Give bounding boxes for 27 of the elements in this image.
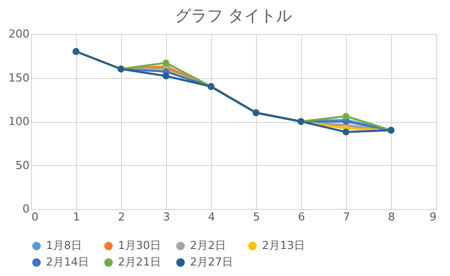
legend-label: 1月30日 — [118, 238, 161, 252]
x-tick-label: 9 — [430, 210, 436, 224]
point — [162, 72, 170, 80]
x-tick-label: 1 — [73, 210, 80, 224]
x-tick-label: 6 — [298, 210, 305, 224]
y-tick-label: 0 — [22, 202, 30, 216]
point — [342, 112, 350, 120]
legend-label: 2月14日 — [46, 256, 89, 268]
x-tick-label: 0 — [32, 210, 38, 224]
x-tick-label: 8 — [388, 210, 395, 224]
legend-label: 2月2日 — [190, 238, 226, 252]
x-tick-label: 3 — [163, 210, 170, 224]
x-tick-label: 4 — [208, 210, 215, 224]
legend-label: 2月21日 — [118, 256, 161, 268]
legend-label: 2月27日 — [190, 256, 233, 268]
x-tick-label: 7 — [343, 210, 350, 224]
point — [162, 60, 170, 66]
point — [342, 128, 350, 136]
y-tick-label: 150 — [8, 71, 30, 84]
legend-label: 2月13日 — [262, 238, 305, 252]
y-tick-label: 200 — [8, 28, 30, 40]
x-tick-label: 5 — [253, 210, 260, 224]
y-tick-label: 100 — [8, 115, 30, 128]
x-tick-label: 2 — [118, 210, 125, 224]
y-tick-label: 50 — [16, 158, 30, 172]
legend-label: 1月8日 — [46, 238, 82, 252]
chart-title: グラフ タイトル — [174, 6, 292, 25]
